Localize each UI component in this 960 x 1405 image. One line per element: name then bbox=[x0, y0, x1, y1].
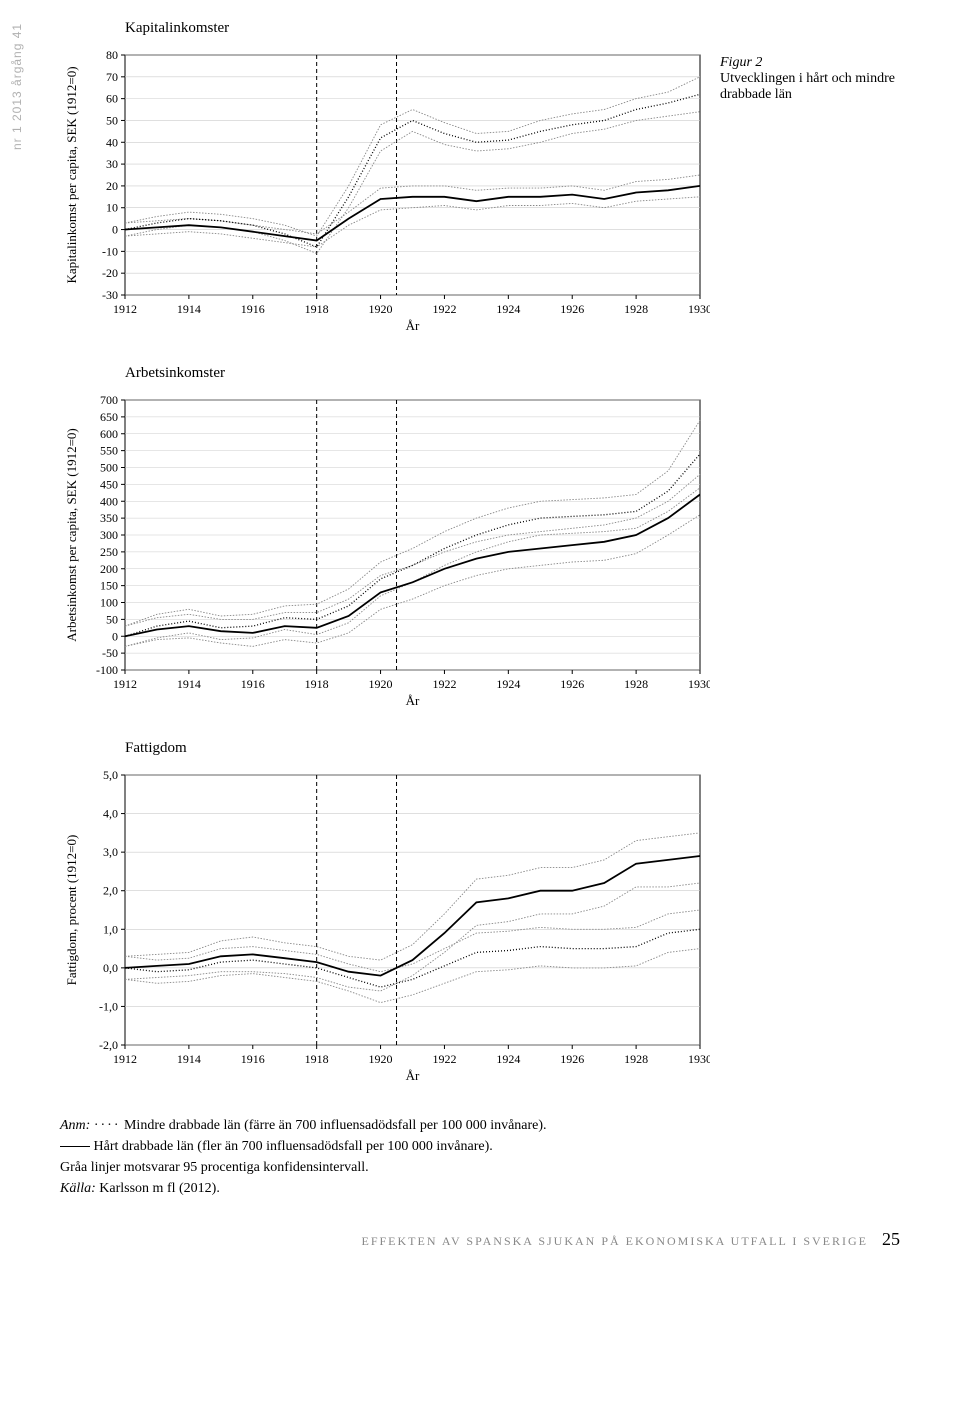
svg-text:1928: 1928 bbox=[624, 302, 648, 316]
svg-text:550: 550 bbox=[100, 444, 118, 458]
svg-text:-50: -50 bbox=[102, 646, 118, 660]
svg-text:1918: 1918 bbox=[305, 1052, 329, 1066]
svg-text:80: 80 bbox=[106, 48, 118, 62]
chart3-title: Fattigdom bbox=[125, 740, 900, 757]
svg-text:-100: -100 bbox=[96, 663, 118, 677]
svg-text:1924: 1924 bbox=[496, 1052, 520, 1066]
svg-text:450: 450 bbox=[100, 477, 118, 491]
figure-notes: Anm: ···· Mindre drabbade län (färre än … bbox=[60, 1115, 900, 1199]
kalla-label: Källa: bbox=[60, 1181, 96, 1196]
svg-text:150: 150 bbox=[100, 579, 118, 593]
chart-fattigdom: Fattigdom -2,0 -1,0 0,0 1,0 2,0 3,0 4,0 5,0 1912… bbox=[60, 740, 900, 1085]
svg-text:50: 50 bbox=[106, 612, 118, 626]
anm-label: Anm: bbox=[60, 1118, 90, 1133]
svg-text:1926: 1926 bbox=[560, 302, 584, 316]
footer-text: EFFEKTEN AV SPANSKA SJUKAN PÅ EKONOMISKA… bbox=[361, 1234, 868, 1249]
svg-text:1918: 1918 bbox=[305, 677, 329, 691]
svg-text:100: 100 bbox=[100, 596, 118, 610]
svg-text:Kapitalinkomst per capita, SEK: Kapitalinkomst per capita, SEK (1912=0) bbox=[64, 66, 79, 283]
svg-text:1924: 1924 bbox=[496, 677, 520, 691]
svg-text:1914: 1914 bbox=[177, 677, 201, 691]
figure-num: Figur 2 bbox=[720, 55, 762, 70]
journal-side-label: nr 1 2013 årgång 41 bbox=[10, 23, 24, 150]
svg-text:20: 20 bbox=[106, 179, 118, 193]
svg-text:1920: 1920 bbox=[369, 1052, 393, 1066]
svg-text:10: 10 bbox=[106, 201, 118, 215]
svg-text:1930: 1930 bbox=[688, 1052, 710, 1066]
svg-text:40: 40 bbox=[106, 135, 118, 149]
svg-text:600: 600 bbox=[100, 427, 118, 441]
svg-text:3,0: 3,0 bbox=[103, 845, 118, 859]
svg-text:1924: 1924 bbox=[496, 302, 520, 316]
svg-text:1914: 1914 bbox=[177, 302, 201, 316]
svg-text:2,0: 2,0 bbox=[103, 884, 118, 898]
svg-text:År: År bbox=[406, 318, 420, 333]
svg-text:-2,0: -2,0 bbox=[99, 1038, 118, 1052]
kalla-text: Karlsson m fl (2012). bbox=[96, 1181, 220, 1196]
svg-text:1922: 1922 bbox=[432, 302, 456, 316]
chart-arbets: Arbetsinkomster -100 -50 0 50 100 150 200 250 30… bbox=[60, 365, 900, 710]
svg-text:200: 200 bbox=[100, 562, 118, 576]
svg-text:1926: 1926 bbox=[560, 1052, 584, 1066]
svg-text:1918: 1918 bbox=[305, 302, 329, 316]
ci-note: Gråa linjer motsvarar 95 procentiga konf… bbox=[60, 1160, 369, 1175]
svg-text:60: 60 bbox=[106, 92, 118, 106]
svg-text:1926: 1926 bbox=[560, 677, 584, 691]
svg-text:1916: 1916 bbox=[241, 677, 265, 691]
svg-text:250: 250 bbox=[100, 545, 118, 559]
solid-note: Hårt drabbade län (fler än 700 influensa… bbox=[90, 1139, 493, 1154]
svg-text:1914: 1914 bbox=[177, 1052, 201, 1066]
chart1-svg: -30 -20 -10 0 10 20 30 40 50 60 70 80 1912 1914 1916 19… bbox=[60, 45, 710, 335]
chart2-svg: -100 -50 0 50 100 150 200 250 300 350 400 450 500 550… bbox=[60, 390, 710, 710]
svg-text:1928: 1928 bbox=[624, 677, 648, 691]
svg-text:1922: 1922 bbox=[432, 677, 456, 691]
svg-text:1920: 1920 bbox=[369, 302, 393, 316]
svg-text:1916: 1916 bbox=[241, 1052, 265, 1066]
svg-text:300: 300 bbox=[100, 528, 118, 542]
svg-text:500: 500 bbox=[100, 461, 118, 475]
dotted-note: Mindre drabbade län (färre än 700 influe… bbox=[120, 1118, 546, 1133]
chart1-title: Kapitalinkomster bbox=[125, 20, 900, 37]
page-number: 25 bbox=[882, 1229, 900, 1250]
svg-text:50: 50 bbox=[106, 113, 118, 127]
svg-text:4,0: 4,0 bbox=[103, 807, 118, 821]
svg-text:1930: 1930 bbox=[688, 302, 710, 316]
svg-text:5,0: 5,0 bbox=[103, 768, 118, 782]
svg-text:1912: 1912 bbox=[113, 677, 137, 691]
svg-text:1912: 1912 bbox=[113, 1052, 137, 1066]
chart3-svg: -2,0 -1,0 0,0 1,0 2,0 3,0 4,0 5,0 1912 1914 1916 19… bbox=[60, 765, 710, 1085]
chart-kapital: Kapitalinkomster Figur 2 Utvecklingen i … bbox=[60, 20, 900, 335]
svg-text:Fattigdom, procent (1912=0): Fattigdom, procent (1912=0) bbox=[64, 835, 79, 986]
svg-text:-20: -20 bbox=[102, 266, 118, 280]
svg-text:700: 700 bbox=[100, 393, 118, 407]
svg-text:1920: 1920 bbox=[369, 677, 393, 691]
svg-text:Arbetsinkomst per capita, SEK: Arbetsinkomst per capita, SEK (1912=0) bbox=[64, 428, 79, 641]
svg-text:0: 0 bbox=[112, 223, 118, 237]
svg-text:1930: 1930 bbox=[688, 677, 710, 691]
figure-caption: Figur 2 Utvecklingen i hårt och mindre d… bbox=[720, 55, 900, 103]
svg-text:År: År bbox=[406, 1068, 420, 1083]
chart2-title: Arbetsinkomster bbox=[125, 365, 900, 382]
figure-text: Utvecklingen i hårt och mindre drabbade … bbox=[720, 71, 895, 102]
svg-text:1916: 1916 bbox=[241, 302, 265, 316]
svg-text:1912: 1912 bbox=[113, 302, 137, 316]
svg-text:1922: 1922 bbox=[432, 1052, 456, 1066]
svg-text:30: 30 bbox=[106, 157, 118, 171]
svg-text:0: 0 bbox=[112, 629, 118, 643]
svg-text:-30: -30 bbox=[102, 288, 118, 302]
page-footer: EFFEKTEN AV SPANSKA SJUKAN PÅ EKONOMISKA… bbox=[60, 1229, 900, 1250]
svg-text:70: 70 bbox=[106, 70, 118, 84]
svg-text:350: 350 bbox=[100, 511, 118, 525]
svg-text:650: 650 bbox=[100, 410, 118, 424]
svg-text:-10: -10 bbox=[102, 244, 118, 258]
svg-text:1,0: 1,0 bbox=[103, 922, 118, 936]
svg-text:1928: 1928 bbox=[624, 1052, 648, 1066]
svg-text:År: År bbox=[406, 693, 420, 708]
svg-text:0,0: 0,0 bbox=[103, 961, 118, 975]
svg-text:400: 400 bbox=[100, 494, 118, 508]
svg-text:-1,0: -1,0 bbox=[99, 999, 118, 1013]
